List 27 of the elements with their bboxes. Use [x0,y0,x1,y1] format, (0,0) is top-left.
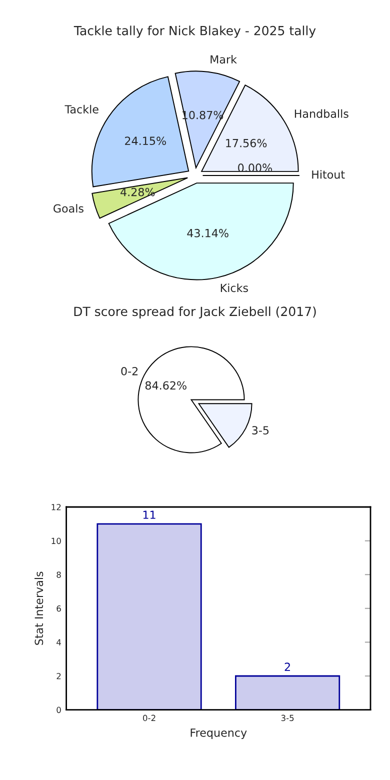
y-tick-label: 4 [56,639,61,646]
data-label: 11 [143,510,156,519]
slice-label: 0-2 [121,366,138,376]
chart-title: DT score spread for Jack Ziebell (2017) [74,306,316,319]
data-label: 4.28% [120,188,155,196]
category-label: Hitout [312,170,345,179]
data-label: 84.62% [145,381,186,390]
slice-label: 3-5 [252,426,269,434]
slice-label: Mark [210,54,237,64]
slice-label: Kicks [220,284,248,292]
data-label: 24.15% [125,136,166,146]
slice-label: Handballs [294,109,348,118]
y-tick-label: 8 [56,572,61,578]
y-tick-label: 10 [52,538,61,544]
y-tick-label: 0 [56,706,61,714]
slice-label: Goals [54,204,84,213]
x-axis-title: Frequency [190,728,247,740]
text: 0.00% [238,164,272,172]
y-tick-label: 2 [56,672,61,680]
slice-label: Tackle [64,104,98,114]
y-tick-label: 6 [56,605,61,612]
chart-title: Tackle tally for Nick Blakey - 2025 tally [74,26,316,38]
data-label: 43.14% [187,228,228,238]
data-label: 2 [284,662,290,671]
y-tick-label: 12 [52,504,61,510]
y-axis-title: Stat Intervals [34,572,44,645]
data-label: 17.56% [226,138,267,148]
